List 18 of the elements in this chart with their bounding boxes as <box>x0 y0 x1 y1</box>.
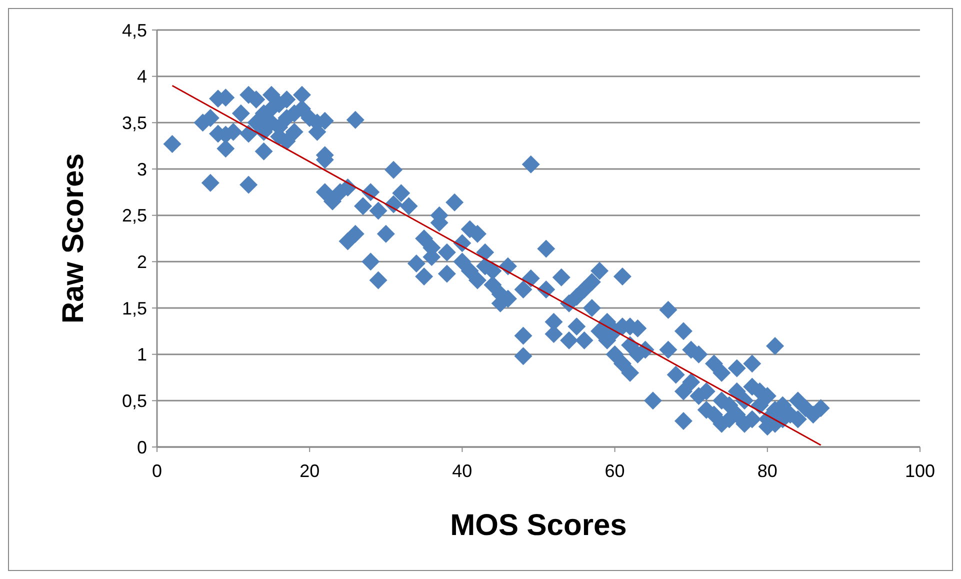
y-tick-label: 2,5 <box>122 206 147 226</box>
x-tick-label: 40 <box>452 461 472 481</box>
y-tick-label: 4,5 <box>122 20 147 40</box>
x-axis-title: MOS Scores <box>450 509 627 542</box>
x-tick-label: 20 <box>300 461 320 481</box>
y-tick-label: 1 <box>136 344 147 365</box>
x-tick-label: 100 <box>904 461 936 481</box>
x-tick-label: 80 <box>757 461 778 481</box>
y-tick-label: 2 <box>136 252 147 272</box>
y-tick-label: 0,5 <box>122 390 147 411</box>
y-axis-title: Raw Scores <box>57 153 90 324</box>
x-tick-label: 60 <box>604 461 625 481</box>
y-tick-label: 3,5 <box>122 112 147 133</box>
y-tick-label: 3 <box>136 159 147 180</box>
y-tick-label: 4 <box>136 66 147 87</box>
x-tick-label: 0 <box>152 461 162 481</box>
y-tick-label: 1,5 <box>122 298 147 318</box>
y-tick-label: 0 <box>136 437 147 458</box>
